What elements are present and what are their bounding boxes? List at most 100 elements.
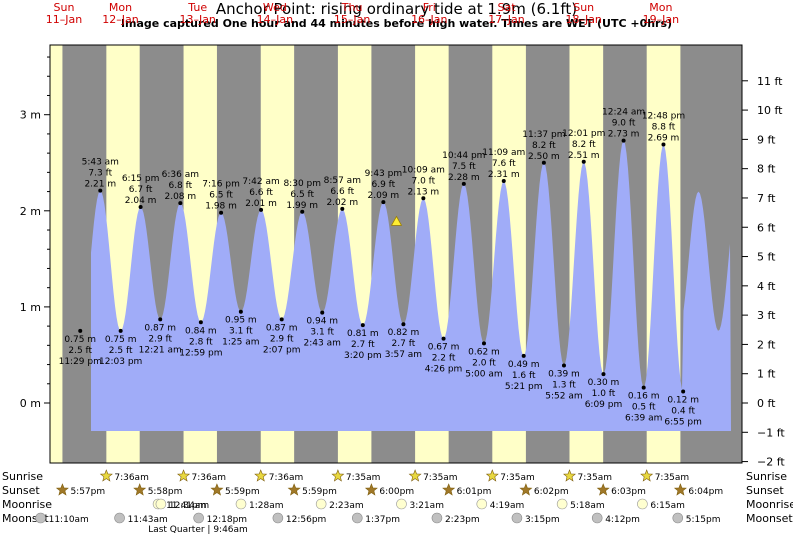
high-tide-time: 7:16 pm bbox=[202, 180, 240, 190]
y-tick-label-ft: 1 ft bbox=[757, 368, 776, 381]
moonset-time: 3:15pm bbox=[525, 515, 560, 525]
moonrise-time: 1:28am bbox=[249, 501, 283, 511]
y-tick-label-ft: 0 ft bbox=[757, 397, 776, 410]
high-tide-time: 9:43 pm bbox=[365, 169, 403, 179]
chart-title: Anchor Point: rising ordinary tide at 1.… bbox=[215, 0, 578, 18]
high-tide-ft: 7.3 ft bbox=[88, 169, 112, 179]
y-tick-label-m: 3 m bbox=[20, 109, 41, 122]
low-tide-point bbox=[521, 353, 526, 358]
high-tide-point bbox=[178, 201, 183, 206]
y-tick-label-ft: 9 ft bbox=[757, 133, 776, 146]
low-tide-time: 3:20 pm bbox=[344, 351, 382, 361]
high-tide-time: 6:15 pm bbox=[122, 174, 160, 184]
day-name: Sun bbox=[54, 1, 75, 14]
low-tide-time: 4:26 pm bbox=[425, 365, 463, 375]
high-tide-time: 11:37 pm bbox=[522, 130, 565, 140]
sunrise-time: 7:36am bbox=[269, 473, 304, 483]
moonrise-icon bbox=[476, 498, 488, 510]
moonrise-time: 4:19am bbox=[490, 501, 525, 511]
low-tide-ft: 2.8 ft bbox=[189, 337, 213, 347]
sunset-time: 5:57pm bbox=[70, 487, 105, 497]
row-label-moonrise-right: Moonrise bbox=[746, 498, 793, 511]
y-tick-label-ft: 6 ft bbox=[757, 221, 776, 234]
day-name: Fri bbox=[423, 1, 436, 14]
high-tide-ft: 7.6 ft bbox=[492, 159, 516, 169]
high-tide-time: 12:01 pm bbox=[562, 129, 605, 139]
high-tide-ft: 6.9 ft bbox=[371, 180, 395, 190]
high-tide-time: 8:30 pm bbox=[283, 179, 321, 189]
low-tide-time: 2:07 pm bbox=[263, 345, 301, 355]
high-tide-point bbox=[300, 209, 305, 214]
moonrise-icon bbox=[396, 498, 407, 510]
sunset-icon bbox=[55, 483, 69, 496]
high-tide-point bbox=[381, 200, 386, 205]
low-tide-point bbox=[238, 309, 243, 314]
current-level-marker bbox=[390, 215, 403, 226]
high-tide-ft: 8.8 ft bbox=[652, 122, 676, 132]
sunset-time: 6:03pm bbox=[611, 487, 646, 497]
moonrise-time: 6:15am bbox=[650, 501, 685, 511]
y-tick-label-ft: 5 ft bbox=[757, 251, 776, 264]
sunrise-icon bbox=[485, 469, 499, 482]
low-tide-ft: 2.0 ft bbox=[472, 358, 496, 368]
low-tide-ft: 2.7 ft bbox=[392, 339, 416, 349]
low-tide-ft: 1.0 ft bbox=[592, 389, 616, 399]
low-tide-time: 5:52 am bbox=[545, 392, 582, 402]
high-tide-m: 2.69 m bbox=[648, 133, 680, 143]
low-tide-m: 0.49 m bbox=[508, 360, 540, 370]
day-date: 19–Jan bbox=[643, 13, 679, 26]
moonset-icon bbox=[672, 512, 684, 524]
y-tick-label-ft: −1 ft bbox=[757, 426, 785, 439]
high-tide-m: 2.31 m bbox=[488, 170, 520, 180]
day-date: 13–Jan bbox=[179, 13, 215, 26]
day-date: 12–Jan bbox=[102, 13, 138, 26]
high-tide-m: 1.99 m bbox=[286, 201, 318, 211]
high-tide-point bbox=[421, 196, 426, 201]
low-tide-m: 0.67 m bbox=[428, 343, 460, 353]
low-tide-m: 0.94 m bbox=[306, 317, 338, 327]
high-tide-point bbox=[621, 138, 626, 143]
sunset-icon bbox=[596, 483, 610, 496]
sunrise-time: 7:35am bbox=[577, 473, 612, 483]
high-tide-ft: 6.6 ft bbox=[249, 188, 273, 198]
moonrise-icon bbox=[556, 498, 568, 510]
low-tide-m: 0.62 m bbox=[468, 347, 500, 357]
sunset-time: 6:02pm bbox=[534, 487, 569, 497]
day-name: Sun bbox=[573, 1, 594, 14]
high-tide-time: 11:09 am bbox=[482, 148, 525, 158]
moonset-icon bbox=[511, 512, 523, 524]
y-tick-label-ft: 11 ft bbox=[757, 75, 783, 88]
sunrise-icon bbox=[331, 469, 345, 482]
low-tide-point bbox=[360, 323, 365, 328]
row-label-sunset-left: Sunset bbox=[2, 484, 40, 497]
day-name: Tue bbox=[187, 1, 207, 14]
moonset-time: 11:43am bbox=[128, 515, 168, 525]
low-tide-time: 6:09 pm bbox=[585, 400, 623, 410]
day-date: 14–Jan bbox=[257, 13, 293, 26]
moonset-time: 11:10am bbox=[49, 515, 89, 525]
sunrise-time: 7:36am bbox=[192, 473, 227, 483]
moonset-icon bbox=[352, 512, 363, 524]
moonset-time: 4:12pm bbox=[605, 515, 640, 525]
sunset-time: 6:00pm bbox=[379, 487, 414, 497]
low-tide-ft: 2.7 ft bbox=[351, 340, 375, 350]
high-tide-point bbox=[219, 210, 224, 215]
y-tick-label-m: 1 m bbox=[20, 301, 41, 314]
sunrise-time: 7:35am bbox=[655, 473, 690, 483]
low-tide-point bbox=[441, 336, 446, 341]
sunset-time: 5:58pm bbox=[148, 487, 183, 497]
chart-subtitle: Image captured One hour and 44 minutes b… bbox=[120, 17, 673, 30]
moonrise-icon bbox=[155, 498, 167, 510]
moonrise-time: 5:18am bbox=[570, 501, 605, 511]
sunset-time: 5:59pm bbox=[302, 487, 337, 497]
high-tide-m: 2.02 m bbox=[326, 198, 358, 208]
low-tide-m: 0.87 m bbox=[144, 323, 176, 333]
low-tide-point bbox=[401, 322, 406, 327]
high-tide-time: 6:36 am bbox=[162, 170, 199, 180]
sunset-icon bbox=[287, 483, 301, 496]
row-label-moonset-right: Moonset bbox=[746, 512, 793, 525]
sunrise-icon bbox=[563, 469, 576, 482]
low-tide-ft: 2.5 ft bbox=[68, 346, 92, 356]
